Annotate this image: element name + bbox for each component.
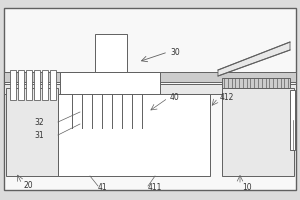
Text: 32: 32 <box>34 118 43 127</box>
Bar <box>4 72 296 82</box>
Bar <box>222 88 294 176</box>
Bar <box>6 88 58 176</box>
Bar <box>95 34 127 72</box>
Bar <box>68 108 148 116</box>
Text: 411: 411 <box>148 183 162 192</box>
Bar <box>42 70 48 100</box>
Bar <box>290 90 295 150</box>
Text: 10: 10 <box>242 183 252 192</box>
Bar <box>68 120 148 128</box>
Text: 40: 40 <box>170 93 180 102</box>
Bar <box>10 70 16 100</box>
Text: 412: 412 <box>220 93 234 102</box>
Bar <box>18 70 24 100</box>
Bar <box>34 70 40 100</box>
Text: 31: 31 <box>34 131 43 140</box>
Bar <box>60 72 160 94</box>
Bar <box>50 70 56 100</box>
Bar <box>222 78 290 88</box>
Text: 20: 20 <box>24 181 34 190</box>
Bar <box>4 84 296 94</box>
Bar <box>26 70 32 100</box>
Text: 30: 30 <box>170 48 180 57</box>
Bar <box>58 94 210 176</box>
Polygon shape <box>218 42 290 76</box>
Text: 41: 41 <box>98 183 108 192</box>
